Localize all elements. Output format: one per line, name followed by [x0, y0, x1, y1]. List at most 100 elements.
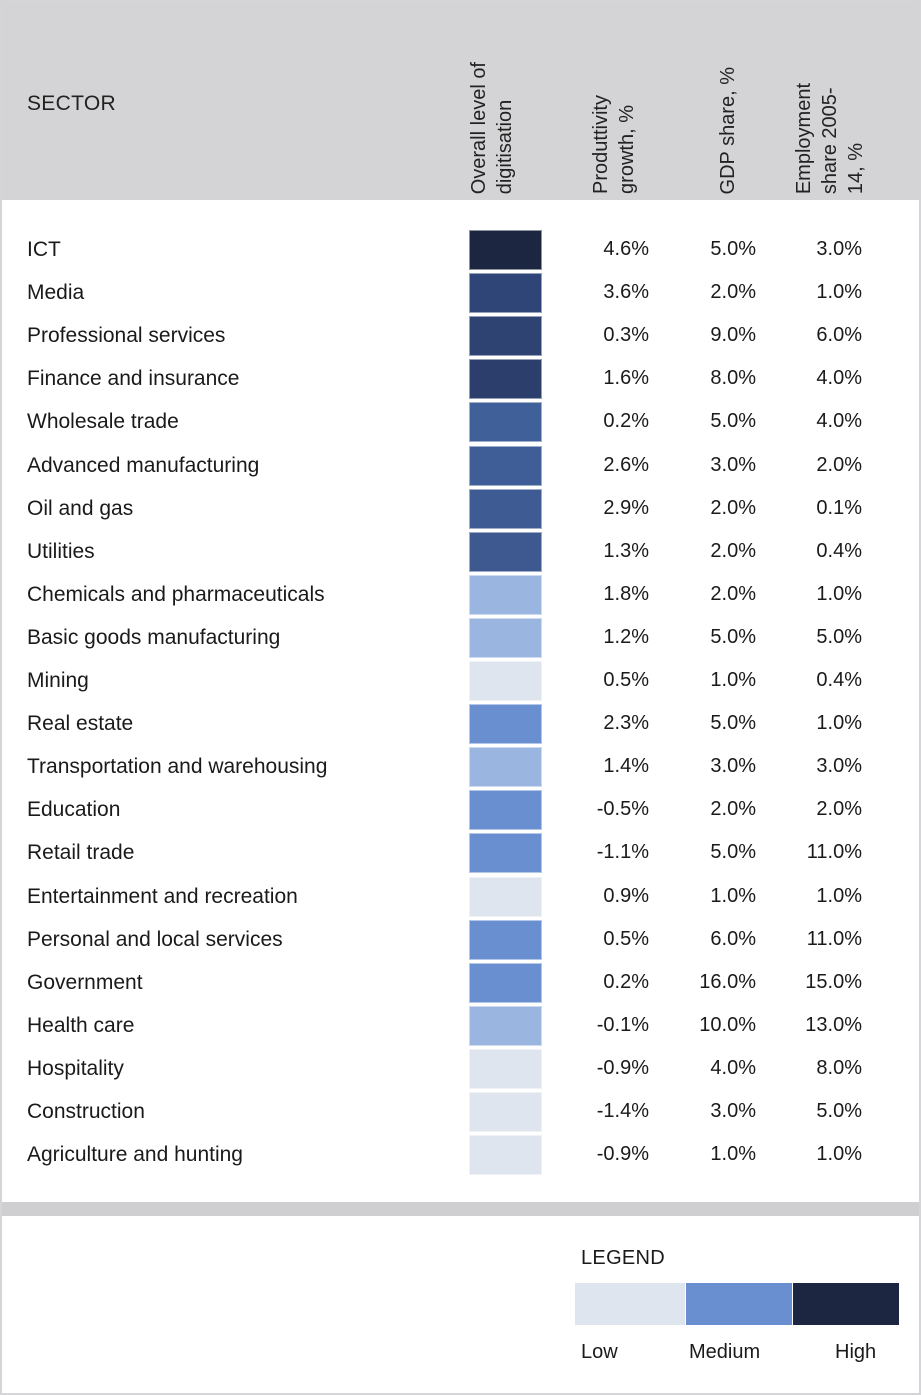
column-header-employment-share: Employment share 2005- 14, % [793, 82, 867, 194]
productivity-value: 2.3% [603, 712, 649, 735]
table-row: Utilities 1.3% 2.0% 0.4% [2, 531, 919, 575]
productivity-value: 2.6% [603, 453, 649, 476]
productivity-value: 0.5% [603, 669, 649, 691]
employment-share-value: 11.0% [806, 927, 862, 950]
gdp-share-value: 10.0% [699, 1013, 756, 1036]
digitisation-level-swatch [469, 1092, 542, 1132]
productivity-value: 0.5% [603, 927, 649, 950]
gdp-share-value: 3.0% [710, 1100, 756, 1122]
employment-share-value: 5.0% [816, 1100, 862, 1122]
sector-label: Advanced manufacturing [27, 453, 260, 477]
table-row: ICT 4.6% 5.0% 3.0% [2, 230, 919, 273]
sector-label: Finance and insurance [27, 367, 240, 391]
sector-label: Chemicals and pharmaceuticals [27, 582, 325, 606]
employment-share-value: 1.0% [816, 582, 862, 605]
productivity-value: -0.5% [596, 798, 649, 821]
digitisation-level-swatch [469, 704, 542, 745]
gdp-share-value: 3.0% [710, 453, 756, 476]
productivity-value: 1.6% [603, 367, 649, 390]
gdp-share-value: 2.0% [710, 798, 756, 821]
digitisation-level-swatch [469, 1135, 542, 1176]
gdp-share-value: 2.0% [710, 281, 756, 304]
digitisation-level-swatch [469, 574, 542, 615]
gdp-share-value: 5.0% [710, 712, 756, 735]
digitisation-level-swatch [469, 876, 542, 917]
sector-label: Entertainment and recreation [27, 884, 298, 908]
employment-share-value: 4.0% [816, 367, 862, 390]
table-row: Wholesale trade 0.2% 5.0% 4.0% [2, 402, 919, 445]
employment-share-value: 1.0% [816, 712, 862, 735]
employment-share-value: 8.0% [816, 1056, 862, 1079]
table-row: Transportation and warehousing 1.4% 3.0% 3.… [2, 747, 919, 790]
productivity-value: 4.6% [603, 238, 649, 260]
table-row: Personal and local services 0.5% 6.0% 11.0% [2, 919, 919, 963]
digitisation-level-swatch [469, 617, 542, 658]
productivity-value: 1.2% [603, 625, 649, 648]
employment-share-value: 1.0% [816, 884, 862, 907]
gdp-share-value: 5.0% [710, 841, 756, 864]
productivity-value: -0.1% [596, 1013, 649, 1036]
table-row: Health care -0.1% 10.0% 13.0% [2, 1005, 919, 1049]
productivity-value: 0.3% [603, 324, 649, 347]
legend-swatch-high [793, 1283, 899, 1325]
digitisation-level-swatch [469, 661, 542, 701]
table-row: Finance and insurance 1.6% 8.0% 4.0% [2, 359, 919, 402]
table-row: Basic goods manufacturing 1.2% 5.0% 5.0% [2, 617, 919, 661]
gdp-share-value: 2.0% [710, 539, 756, 562]
divider [2, 1202, 919, 1216]
employment-share-value: 3.0% [816, 238, 862, 260]
digitisation-level-swatch [469, 230, 542, 270]
productivity-value: 1.8% [603, 582, 649, 605]
legend-title: LEGEND [581, 1247, 666, 1269]
digitisation-level-swatch [469, 919, 542, 960]
productivity-value: 0.9% [603, 884, 649, 907]
column-header-sector: SECTOR [27, 92, 116, 115]
sector-label: Transportation and warehousing [27, 755, 328, 779]
gdp-share-value: 5.0% [710, 238, 756, 260]
gdp-share-value: 2.0% [710, 582, 756, 605]
employment-share-value: 3.0% [816, 755, 862, 778]
gdp-share-value: 5.0% [710, 410, 756, 433]
sector-label: Media [27, 281, 85, 305]
gdp-share-value: 1.0% [710, 884, 756, 907]
table-row: Agriculture and hunting -0.9% 1.0% 1.0% [2, 1135, 919, 1178]
sector-label: Mining [27, 669, 89, 692]
sector-label: Hospitality [27, 1056, 124, 1080]
employment-share-value: 5.0% [816, 625, 862, 648]
digitisation-level-swatch [469, 402, 542, 443]
employment-share-value: 13.0% [805, 1013, 862, 1036]
gdp-share-value: 2.0% [710, 496, 756, 519]
table-row: Government 0.2% 16.0% 15.0% [2, 962, 919, 1006]
employment-share-value: 11.0% [806, 841, 862, 864]
column-header-gdp-share: GDP share, % [717, 66, 739, 194]
digitisation-level-swatch [469, 359, 542, 400]
productivity-value: 1.3% [603, 539, 649, 562]
table-row: Entertainment and recreation 0.9% 1.0% 1.0% [2, 876, 919, 920]
employment-share-value: 1.0% [816, 1143, 862, 1166]
employment-share-value: 15.0% [805, 970, 862, 993]
sector-label: Personal and local services [27, 927, 283, 951]
productivity-value: 0.2% [603, 410, 649, 433]
gdp-share-value: 4.0% [710, 1056, 756, 1079]
productivity-value: -1.4% [596, 1100, 649, 1122]
sector-label: Health care [27, 1013, 135, 1037]
productivity-value: -0.9% [596, 1056, 649, 1079]
employment-share-value: 0.1% [816, 496, 862, 519]
productivity-value: 1.4% [603, 755, 649, 778]
productivity-value: 0.2% [603, 970, 649, 993]
sector-label: Agriculture and hunting [27, 1143, 243, 1167]
table-row: Media 3.6% 2.0% 1.0% [2, 273, 919, 316]
sector-label: ICT [27, 238, 61, 261]
column-header-productivity: Produttivity growth, % [590, 95, 638, 194]
digitisation-level-swatch [469, 1048, 542, 1089]
gdp-share-value: 1.0% [710, 669, 756, 691]
table-row: Retail trade -1.1% 5.0% 11.0% [2, 833, 919, 876]
table-row: Education -0.5% 2.0% 2.0% [2, 790, 919, 833]
legend-swatch-medium [686, 1283, 792, 1325]
legend-label-high: High [835, 1341, 877, 1363]
productivity-value: -0.9% [596, 1143, 649, 1166]
employment-share-value: 4.0% [816, 410, 862, 433]
employment-share-value: 2.0% [816, 453, 862, 476]
sector-label: Oil and gas [27, 496, 134, 520]
